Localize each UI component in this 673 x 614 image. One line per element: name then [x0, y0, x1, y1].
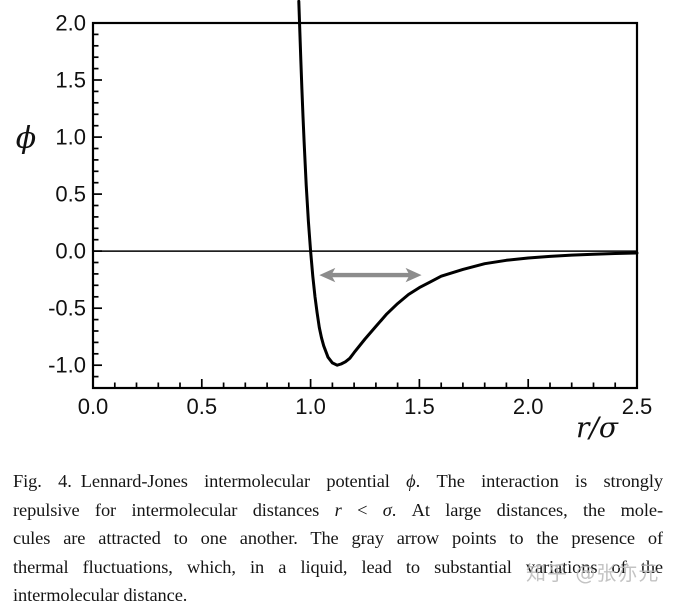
svg-text:0.5: 0.5: [187, 394, 218, 419]
x-axis-label: r/σ: [576, 411, 619, 444]
lj-potential-chart: 0.0 0.5 1.0 1.5 2.0 2.5 -1.0 -0.5 0.0 0.5 1.0 1.5 2.…: [16, 0, 653, 444]
svg-text:0.0: 0.0: [78, 394, 109, 419]
svg-text:-1.0: -1.0: [48, 353, 86, 378]
y-tick-labels: -1.0 -0.5 0.0 0.5 1.0 1.5 2.0: [48, 11, 86, 378]
caption-text: . At large distances, the mole-: [391, 499, 663, 520]
caption-text: <: [341, 499, 383, 520]
caption-line-1: Fig. 4. Lennard-Jones intermolecular pot…: [13, 467, 663, 496]
caption-text: cules are attracted to one another. The …: [13, 528, 663, 548]
caption-text: thermal fluctuations, which, in a liquid…: [13, 556, 663, 577]
caption-text: Fig. 4. Lennard-Jones intermolecular pot…: [13, 471, 407, 491]
x-axis-ticks: [92, 379, 638, 388]
plot-frame: [91, 21, 639, 390]
watermark: 知乎 @张亦元: [526, 561, 660, 585]
svg-text:0.5: 0.5: [55, 182, 86, 207]
caption-line-5: intermolecular distance.: [13, 581, 663, 610]
caption-math-symbol: σ: [382, 499, 392, 520]
y-axis-label: ϕ: [16, 121, 36, 156]
lj-curve: [297, 0, 639, 367]
x-tick-labels: 0.0 0.5 1.0 1.5 2.0 2.5: [78, 394, 653, 419]
caption-text: repulsive for intermolecular distances: [13, 499, 335, 520]
caption-line-3: cules are attracted to one another. The …: [13, 524, 663, 553]
caption-line-2: repulsive for intermolecular distances r…: [13, 496, 663, 525]
caption-math-symbol: r: [334, 499, 342, 520]
svg-text:2.0: 2.0: [513, 394, 544, 419]
svg-text:-0.5: -0.5: [48, 296, 86, 321]
y-axis-ticks: [93, 22, 102, 389]
caption-math-symbol: ϕ: [406, 471, 416, 491]
svg-text:1.5: 1.5: [55, 68, 86, 93]
svg-text:1.0: 1.0: [55, 125, 86, 150]
caption-line-4: thermal fluctuations, which, in a liquid…: [13, 553, 663, 582]
figure-caption: Fig. 4. Lennard-Jones intermolecular pot…: [13, 467, 663, 610]
svg-text:1.0: 1.0: [295, 394, 326, 419]
caption-text: . The interaction is strongly: [415, 471, 663, 491]
svg-text:2.0: 2.0: [55, 11, 86, 36]
svg-text:1.5: 1.5: [404, 394, 435, 419]
caption-text: intermolecular distance.: [13, 585, 188, 605]
svg-text:0.0: 0.0: [55, 239, 86, 264]
svg-text:2.5: 2.5: [622, 394, 653, 419]
lj-chart-svg: 0.0 0.5 1.0 1.5 2.0 2.5 -1.0 -0.5 0.0 0.5 1.0 1.5 2.…: [16, 0, 653, 444]
thermal-fluctuation-arrow: [319, 267, 422, 283]
